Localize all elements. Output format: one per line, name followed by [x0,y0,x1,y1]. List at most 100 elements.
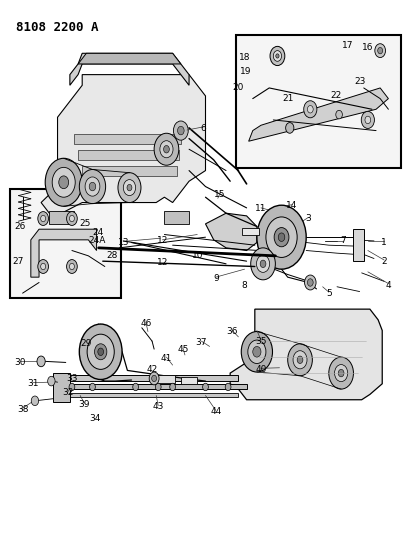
Circle shape [170,383,175,391]
Text: 4: 4 [386,281,391,289]
Polygon shape [230,309,382,400]
Polygon shape [31,229,97,277]
Text: 3: 3 [305,214,311,223]
Circle shape [307,279,313,286]
Text: 42: 42 [146,365,158,374]
Circle shape [278,233,285,241]
Text: 27: 27 [13,257,24,265]
Circle shape [123,180,136,196]
Text: 28: 28 [106,252,118,260]
Circle shape [293,351,307,369]
Circle shape [67,212,77,225]
Text: 23: 23 [354,77,366,85]
Circle shape [251,248,275,280]
Bar [242,228,259,235]
Circle shape [149,372,159,385]
Text: 1: 1 [381,238,387,247]
Text: 37: 37 [196,338,207,346]
Text: 6: 6 [201,125,206,133]
Circle shape [164,146,169,153]
Bar [353,229,364,261]
Text: 39: 39 [79,400,90,408]
Text: 9: 9 [213,274,219,282]
Text: 20: 20 [232,83,243,92]
Circle shape [38,212,48,225]
Circle shape [253,346,261,357]
Text: 17: 17 [342,41,353,50]
Polygon shape [53,373,70,402]
Polygon shape [53,384,247,389]
Circle shape [95,344,107,360]
Circle shape [79,324,122,379]
Polygon shape [74,134,181,144]
Circle shape [69,263,74,270]
Text: 12: 12 [157,237,168,245]
Circle shape [260,260,266,268]
Text: 34: 34 [89,414,100,423]
Circle shape [79,169,106,204]
Text: 2: 2 [381,257,387,265]
Circle shape [248,340,266,364]
Text: 13: 13 [118,238,129,247]
Circle shape [155,383,161,391]
Circle shape [48,376,55,386]
Circle shape [173,121,188,140]
Text: 14: 14 [286,201,298,210]
Circle shape [41,215,46,222]
Text: 18: 18 [239,53,250,61]
Text: 40: 40 [255,365,267,374]
Circle shape [375,44,386,58]
Text: 30: 30 [14,358,25,367]
Circle shape [69,383,75,391]
Circle shape [335,365,348,382]
Circle shape [336,110,342,119]
Text: 10: 10 [192,252,203,260]
Text: 24A: 24A [89,236,106,245]
Circle shape [241,332,272,372]
Polygon shape [70,53,189,85]
Circle shape [365,116,371,124]
Text: 19: 19 [240,68,252,76]
Polygon shape [78,53,181,64]
Circle shape [154,133,179,165]
Circle shape [266,217,297,257]
Text: 25: 25 [79,220,91,228]
Text: 5: 5 [326,289,332,297]
Polygon shape [58,375,238,381]
Circle shape [127,184,132,191]
Circle shape [85,177,100,196]
Bar [236,35,401,168]
Text: 8108 2200 A: 8108 2200 A [16,21,99,34]
Bar [164,211,189,224]
Circle shape [133,383,139,391]
Circle shape [256,255,270,272]
Circle shape [45,158,82,206]
Circle shape [203,383,208,391]
Circle shape [274,228,289,247]
Text: 15: 15 [214,190,226,199]
Polygon shape [41,75,206,213]
Circle shape [52,167,75,197]
Circle shape [361,111,374,128]
Circle shape [37,356,45,367]
Polygon shape [249,88,388,141]
Circle shape [178,126,184,135]
Text: 35: 35 [255,337,267,345]
Circle shape [276,54,279,58]
Circle shape [288,344,312,376]
Text: 22: 22 [330,92,342,100]
Text: 38: 38 [17,405,28,414]
Circle shape [69,215,74,222]
Text: 21: 21 [282,94,293,103]
Circle shape [338,369,344,377]
Bar [152,375,175,383]
Text: 43: 43 [152,402,164,411]
Text: 11: 11 [255,205,267,213]
Circle shape [152,375,157,382]
Circle shape [378,47,383,54]
Circle shape [59,176,69,189]
Polygon shape [78,150,179,160]
Circle shape [118,173,141,203]
Text: 29: 29 [81,340,92,348]
Circle shape [286,123,294,133]
